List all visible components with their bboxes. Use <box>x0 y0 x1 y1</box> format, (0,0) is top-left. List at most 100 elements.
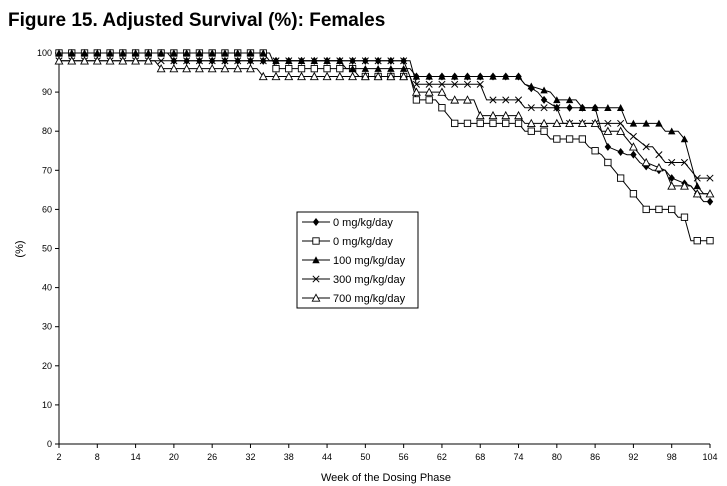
data-point <box>604 119 612 127</box>
x-marker-stroke <box>463 80 472 88</box>
data-point <box>591 147 599 155</box>
x-marker-stroke <box>706 174 714 182</box>
data-point <box>488 110 498 120</box>
data-point <box>411 87 421 96</box>
y-tick-label: 40 <box>42 283 52 293</box>
x-marker-stroke <box>361 57 369 65</box>
data-point <box>323 64 331 73</box>
data-point <box>361 64 370 72</box>
data-point <box>527 82 535 90</box>
x-tick-label: 26 <box>207 452 217 462</box>
x-marker-stroke <box>208 57 216 65</box>
data-point <box>463 119 472 128</box>
data-point <box>501 110 511 120</box>
y-tick-label: 70 <box>42 165 52 175</box>
data-point <box>552 118 562 128</box>
data-point <box>412 96 421 104</box>
legend-label: 300 mg/kg/day <box>333 274 406 286</box>
data-point <box>156 63 166 73</box>
series-line <box>59 52 710 195</box>
series-layer <box>54 49 715 245</box>
y-tick-label: 30 <box>42 322 52 332</box>
data-point <box>309 71 319 81</box>
x-marker-stroke <box>285 57 293 65</box>
data-point <box>680 158 689 167</box>
data-point <box>67 56 77 65</box>
data-point <box>208 49 216 57</box>
x-tick-label: 86 <box>590 452 600 462</box>
data-point <box>208 57 216 65</box>
x-tick-label: 14 <box>131 452 141 462</box>
data-point <box>131 49 140 57</box>
x-marker-stroke <box>336 57 344 65</box>
data-point <box>604 142 612 151</box>
x-marker-stroke <box>170 57 178 65</box>
data-point <box>246 49 255 57</box>
x-marker-stroke <box>349 57 357 65</box>
data-point <box>335 71 345 81</box>
data-point <box>349 57 357 65</box>
axes: 0 10 20 30 40 50 60 70 80 90 100 2 8 14 20 26 32 38 44 50 56… <box>37 48 718 462</box>
data-point <box>373 71 383 81</box>
data-point <box>628 142 638 151</box>
data-point <box>450 95 460 104</box>
data-point <box>105 56 115 65</box>
data-point <box>616 126 626 135</box>
data-point <box>463 95 472 104</box>
x-marker-stroke <box>221 57 229 65</box>
x-marker-stroke <box>234 57 242 65</box>
data-point <box>285 57 293 65</box>
data-point <box>616 174 625 182</box>
data-point <box>451 80 459 88</box>
legend-label: 0 mg/kg/day <box>333 217 393 229</box>
x-marker-stroke <box>489 96 497 104</box>
data-point <box>489 119 497 128</box>
data-point <box>641 157 651 167</box>
legend-marker <box>311 293 321 302</box>
data-point <box>463 80 472 88</box>
x-marker-stroke <box>323 57 331 65</box>
data-point <box>616 104 625 111</box>
x-marker-stroke <box>553 104 561 112</box>
x-marker-stroke <box>259 57 267 65</box>
data-point <box>655 151 663 159</box>
data-point <box>655 205 663 214</box>
data-point <box>693 174 701 182</box>
data-point <box>489 96 497 104</box>
data-point <box>143 56 153 65</box>
x-axis-title: Week of the Dosing Phase <box>321 472 451 484</box>
data-point <box>578 104 587 111</box>
data-point <box>297 57 306 65</box>
data-point <box>310 57 318 65</box>
data-point <box>514 110 523 120</box>
legend-item: 0 mg/kg/day <box>302 236 393 248</box>
x-tick-label: 20 <box>169 452 179 462</box>
x-marker-stroke <box>540 104 548 112</box>
data-point <box>183 57 191 65</box>
data-point <box>642 162 650 171</box>
data-point <box>284 71 294 81</box>
x-marker-stroke <box>680 158 689 167</box>
legend-label: 100 mg/kg/day <box>333 255 406 267</box>
data-point <box>348 64 357 72</box>
data-point <box>489 72 497 80</box>
data-point <box>668 174 675 183</box>
data-point <box>220 63 230 73</box>
x-tick-label: 80 <box>552 452 562 462</box>
data-point <box>578 135 587 143</box>
data-point <box>221 49 229 57</box>
data-point <box>234 49 242 57</box>
data-point <box>272 57 280 65</box>
x-marker-stroke <box>502 96 510 104</box>
x-marker-stroke <box>527 104 535 112</box>
data-point <box>336 57 344 65</box>
data-point <box>374 57 382 65</box>
data-point <box>106 49 114 57</box>
data-point <box>451 72 459 80</box>
data-point <box>642 143 650 151</box>
legend-label: 700 mg/kg/day <box>333 293 406 305</box>
x-tick-label: 50 <box>360 452 370 462</box>
data-point <box>246 57 255 65</box>
y-tick-label: 10 <box>42 400 52 410</box>
